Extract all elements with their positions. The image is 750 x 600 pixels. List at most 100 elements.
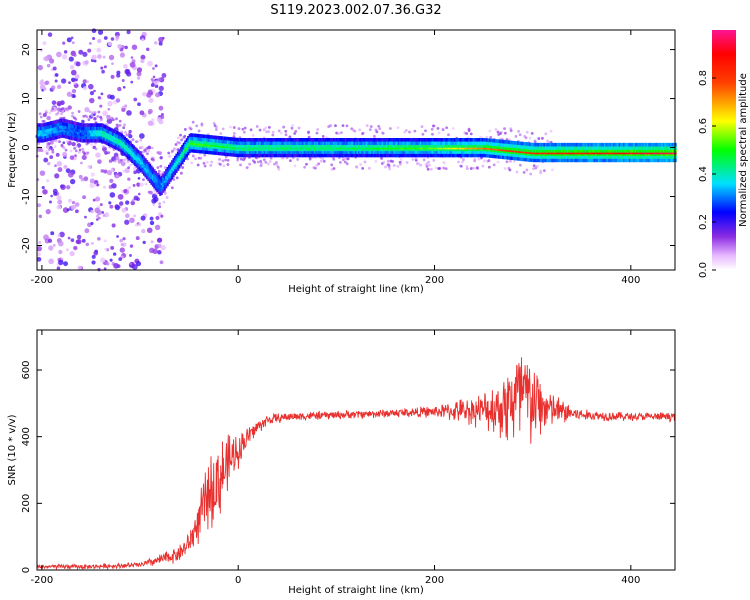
spectrogram-trace-cell (590, 155, 593, 159)
spectrogram-trace-cell (198, 134, 202, 138)
spectrogram-noise-point (36, 246, 42, 252)
spectrogram-trace-cell (469, 153, 473, 158)
spectrogram-trace-cell (405, 141, 408, 146)
spectrogram-trace-cell (197, 146, 200, 150)
spectrogram-trace-cell (567, 142, 570, 147)
spectrogram-trace-cell (357, 150, 361, 154)
spectrogram-trace-cell (302, 153, 305, 158)
spectrogram-trace-cell (234, 141, 237, 145)
spectrogram-noise-point (149, 220, 155, 226)
spectrogram-trace-cell (611, 142, 614, 147)
spectrogram-trace-cell (265, 153, 268, 158)
spectrogram-trace-cell (375, 153, 378, 158)
spectrogram-trace-cell (674, 155, 677, 159)
spectrogram-trace-cell (278, 144, 281, 148)
spectrogram-trace-cell (427, 141, 430, 146)
spectrogram-noise-point (67, 105, 72, 110)
spectrogram-noise-point (71, 41, 75, 45)
spectrogram-halo-point (389, 127, 392, 130)
spectrogram-trace-cell (611, 155, 614, 159)
spectrogram-trace-cell (123, 136, 127, 141)
spectrogram-halo-point (447, 133, 450, 137)
spectrogram-halo-point (128, 132, 131, 136)
spectrogram-trace-cell (393, 144, 396, 148)
spectrogram-trace-cell (278, 153, 281, 158)
spectrogram-trace-cell (602, 146, 605, 150)
spectrogram-trace-cell (150, 171, 153, 176)
spectrogram-trace-cell (138, 151, 141, 155)
spectrogram-trace-cell (463, 153, 467, 158)
spectrogram-trace-cell (70, 124, 74, 128)
spectrogram-trace-cell (64, 122, 68, 127)
spectrogram-trace-cell (656, 155, 660, 159)
spectrogram-trace-cell (276, 141, 280, 146)
spectrogram-trace-cell (575, 149, 579, 153)
spectrogram-trace-cell (595, 142, 598, 147)
spectrogram-trace-cell (162, 179, 165, 184)
spectrogram-trace-cell (595, 146, 598, 150)
spectrogram-trace-cell (349, 150, 352, 154)
spectrogram-trace-cell (608, 146, 611, 150)
spectrogram-halo-point (173, 147, 176, 151)
spectrogram-trace-cell (600, 146, 604, 150)
spectrogram-trace-cell (285, 153, 289, 158)
spectrogram-trace-cell (418, 144, 421, 148)
spectrogram-trace-cell (87, 138, 90, 143)
spectrogram-trace-cell (126, 155, 130, 159)
spectrogram-trace-cell (516, 147, 520, 152)
spectrogram-trace-cell (269, 144, 272, 148)
spectrogram-noise-point (154, 64, 158, 68)
spectrogram-trace-cell (387, 144, 390, 148)
spectrogram-halo-point (537, 137, 541, 140)
spectrogram-trace-cell (282, 144, 286, 148)
spectrogram-trace-cell (508, 143, 511, 148)
spectrogram-halo-point (422, 158, 426, 162)
spectrogram-trace-cell (98, 129, 102, 134)
spectrogram-halo-point (66, 140, 69, 143)
spectrogram-trace-cell (219, 151, 222, 156)
spectrogram-trace-cell (296, 144, 299, 148)
spectrogram-trace-cell (522, 148, 526, 152)
spectrogram-noise-point (107, 107, 111, 111)
spectrogram-halo-point (123, 123, 126, 127)
spectrogram-trace-cell (533, 146, 536, 150)
spectrogram-trace-cell (571, 149, 574, 153)
spectrogram-noise-point (122, 237, 126, 241)
spectrogram-trace-cell (486, 141, 489, 146)
spectrogram-noise-point (107, 41, 113, 47)
spectrogram-trace-cell (586, 158, 589, 163)
spectrogram-trace-cell (650, 158, 654, 163)
spectrogram-noise-point (103, 239, 107, 243)
spectrogram-halo-point (279, 131, 283, 135)
spectrogram-halo-point (321, 157, 325, 161)
spectrogram-trace-cell (353, 144, 356, 148)
spectrogram-trace-cell (528, 154, 531, 159)
spectrogram-trace-cell (645, 155, 648, 159)
spectrogram-halo-point (522, 170, 526, 174)
spectrogram-trace-cell (621, 158, 624, 163)
spectrogram-noise-point (104, 212, 110, 218)
spectrogram-trace-cell (486, 153, 489, 158)
y-tick-label: 600 (21, 360, 32, 379)
spectrogram-noise-point (136, 71, 142, 77)
spectrogram-trace-cell (567, 149, 570, 153)
spectrogram-trace-cell (213, 135, 216, 140)
spectrogram-trace-cell (207, 138, 210, 142)
spectrogram-trace-cell (496, 142, 499, 147)
spectrogram-halo-point (94, 147, 98, 151)
spectrogram-noise-point (70, 238, 75, 243)
spectrogram-trace-cell (581, 158, 584, 163)
spectrogram-noise-point (59, 231, 65, 238)
spectrogram-trace-cell (597, 155, 601, 159)
spectrogram-halo-point (61, 109, 65, 113)
spectrogram-trace-cell (397, 138, 400, 142)
spectrogram-trace-cell (271, 141, 274, 146)
spectrogram-trace-cell (107, 138, 110, 143)
spectrogram-trace-cell (81, 138, 84, 143)
spectrogram-trace-cell (173, 168, 177, 172)
spectrogram-trace-cell (559, 149, 562, 153)
spectrogram-trace-cell (181, 157, 184, 161)
spectrogram-trace-cell (238, 138, 241, 142)
spectrogram-trace-cell (341, 138, 344, 142)
spectrogram-trace-cell (484, 144, 487, 148)
